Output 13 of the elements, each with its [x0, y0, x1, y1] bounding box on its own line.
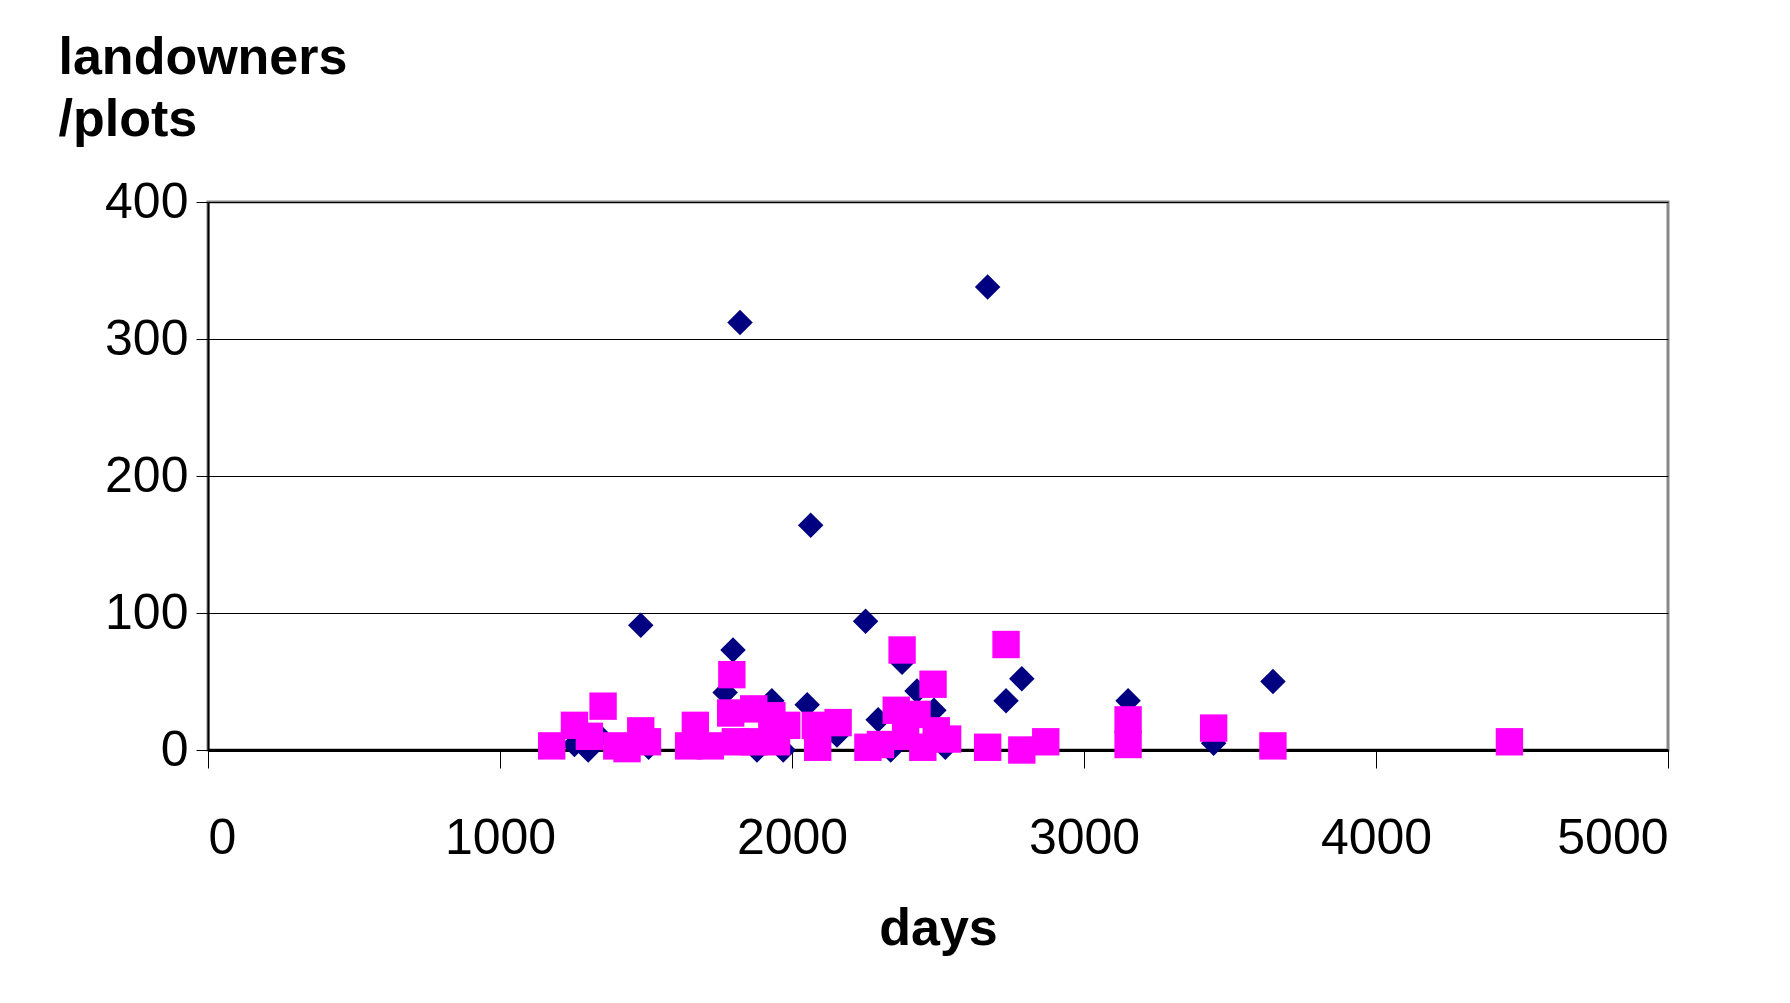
x-tick-label: 2000	[736, 808, 849, 865]
x-tick-label: 3000	[1028, 808, 1141, 865]
y-tick-label: 300	[105, 309, 189, 366]
y-axis-title: landowners /plots	[58, 26, 348, 147]
x-tick-label: 1000	[444, 808, 557, 865]
x-tick-label: 5000	[1557, 808, 1669, 865]
y-tick-label: 200	[105, 446, 189, 503]
x-tick-label: 4000	[1320, 808, 1433, 865]
x-axis-title: days	[879, 897, 998, 956]
x-tick-label: 0	[208, 808, 237, 865]
y-tick-label: 0	[160, 720, 189, 777]
y-tick-label: 400	[105, 172, 189, 229]
y-tick-label: 100	[105, 583, 189, 640]
